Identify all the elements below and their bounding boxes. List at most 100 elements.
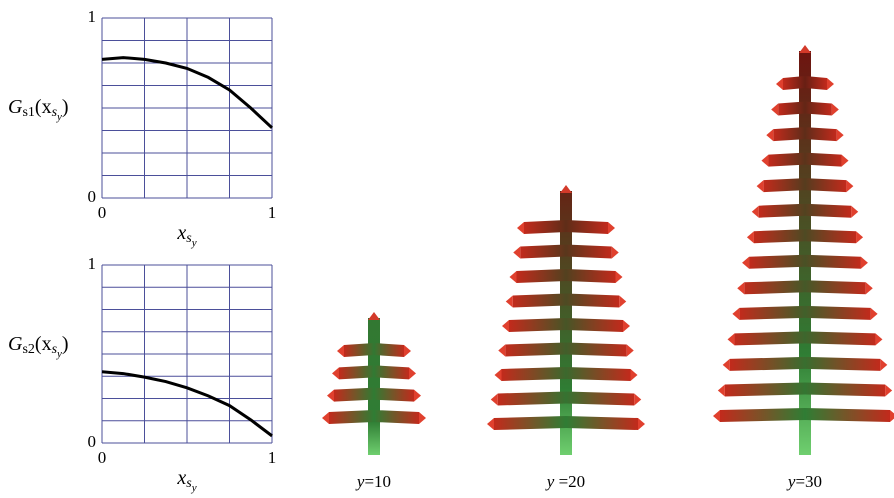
tree-branch xyxy=(749,254,805,269)
tree-branch xyxy=(805,331,876,346)
x-axis-label-part: x xyxy=(176,222,186,244)
tree-branch xyxy=(805,356,881,371)
branch-tip xyxy=(322,412,329,424)
tree-branch xyxy=(753,229,805,244)
y-axis-label-part: ) xyxy=(62,96,69,118)
branch-tip xyxy=(623,320,630,332)
tree-branch xyxy=(763,178,805,193)
tree-branch xyxy=(805,203,852,218)
branch-tip xyxy=(865,282,873,295)
branch-tip xyxy=(611,246,619,259)
y-axis-label-part: G xyxy=(8,333,23,355)
tree xyxy=(487,185,645,455)
tree-branch xyxy=(516,269,566,283)
tree-branch xyxy=(566,342,627,357)
tree-branch xyxy=(374,410,419,424)
tree-branch xyxy=(720,408,805,422)
branch-tip xyxy=(487,418,494,430)
caption-variable: y xyxy=(545,472,555,491)
branch-tip xyxy=(722,358,730,371)
data-line xyxy=(101,56,274,129)
branch-tip xyxy=(513,246,521,259)
branch-tip xyxy=(856,231,864,244)
tree-branch xyxy=(497,391,566,406)
tree-branch xyxy=(744,280,805,295)
branch-tip xyxy=(634,393,642,406)
tree-branch xyxy=(778,101,805,116)
branch-tip xyxy=(771,103,779,116)
x-axis-label-part: y xyxy=(191,482,197,494)
branch-tip xyxy=(608,222,615,234)
branch-tip xyxy=(831,103,839,116)
y-axis-label-part: ) xyxy=(62,333,69,355)
tree-branch xyxy=(805,101,832,116)
branch-tip xyxy=(860,256,868,269)
tree-branch xyxy=(768,152,805,167)
y-axis-label-part: G xyxy=(8,96,23,118)
branch-tip xyxy=(615,271,623,283)
tree-branch xyxy=(566,244,612,259)
tree-branch xyxy=(566,318,623,332)
tree-branch xyxy=(374,343,404,357)
branch-tip xyxy=(498,344,506,357)
tree-branch xyxy=(783,76,805,90)
tree-branch xyxy=(734,331,805,346)
branch-tip xyxy=(505,295,513,308)
tree-branch xyxy=(805,280,866,295)
x-tick-label: 1 xyxy=(268,203,277,222)
y-axis-label: Gs1(xsy) xyxy=(8,96,69,123)
caption-variable: y xyxy=(786,472,796,491)
branch-tip xyxy=(713,410,720,422)
tree-branch xyxy=(566,269,616,283)
caption-value: =10 xyxy=(364,472,391,491)
tree-branch xyxy=(805,229,857,244)
branch-tip xyxy=(846,180,854,193)
y-axis-label-part: s xyxy=(52,105,58,120)
branch-tip xyxy=(419,412,426,424)
branch-tip xyxy=(737,282,745,295)
branch-tip xyxy=(630,369,638,381)
branch-tip xyxy=(337,345,344,357)
tree-caption: y=10 xyxy=(355,472,391,491)
caption-variable: y xyxy=(355,472,365,491)
x-axis-label-part: s xyxy=(186,476,192,491)
tree-branch xyxy=(524,220,566,234)
tree xyxy=(322,312,426,455)
tree-branch xyxy=(374,387,414,402)
tree-branch xyxy=(512,293,566,308)
branch-tip xyxy=(727,333,735,346)
branch-tip xyxy=(509,271,517,283)
branch-tip xyxy=(885,384,893,397)
branch-tip xyxy=(404,345,411,357)
x-axis-label-part: s xyxy=(186,231,192,246)
tree-branch xyxy=(509,318,566,332)
tree-branch xyxy=(501,367,566,381)
tree-branch xyxy=(805,152,842,167)
tree-tip xyxy=(368,312,380,320)
tree-branch xyxy=(566,367,631,381)
branch-tip xyxy=(766,129,774,142)
tree-branch xyxy=(329,410,374,424)
tree-branch xyxy=(805,76,827,90)
tree-branch xyxy=(374,365,409,380)
x-axis-label-part: y xyxy=(191,237,197,249)
tree-branch xyxy=(805,408,890,422)
branch-tip xyxy=(409,367,416,380)
tree-branch xyxy=(805,178,847,193)
tree-trunk xyxy=(799,51,811,455)
data-line xyxy=(101,370,273,438)
branch-tip xyxy=(851,205,859,218)
tree-caption: y =20 xyxy=(545,472,585,491)
y-axis-label-part: (x xyxy=(35,96,52,118)
tree-branch xyxy=(729,356,805,371)
branch-tip xyxy=(626,344,634,357)
branch-tip xyxy=(875,333,883,346)
y-axis-label: Gs2(xsy) xyxy=(8,333,69,360)
y-axis-label-part: s xyxy=(52,342,58,357)
y-axis-label-part: y xyxy=(56,111,62,123)
branch-tip xyxy=(751,205,759,218)
tree-branch xyxy=(773,127,805,142)
branch-tip xyxy=(414,389,421,402)
branch-tip xyxy=(827,78,834,90)
